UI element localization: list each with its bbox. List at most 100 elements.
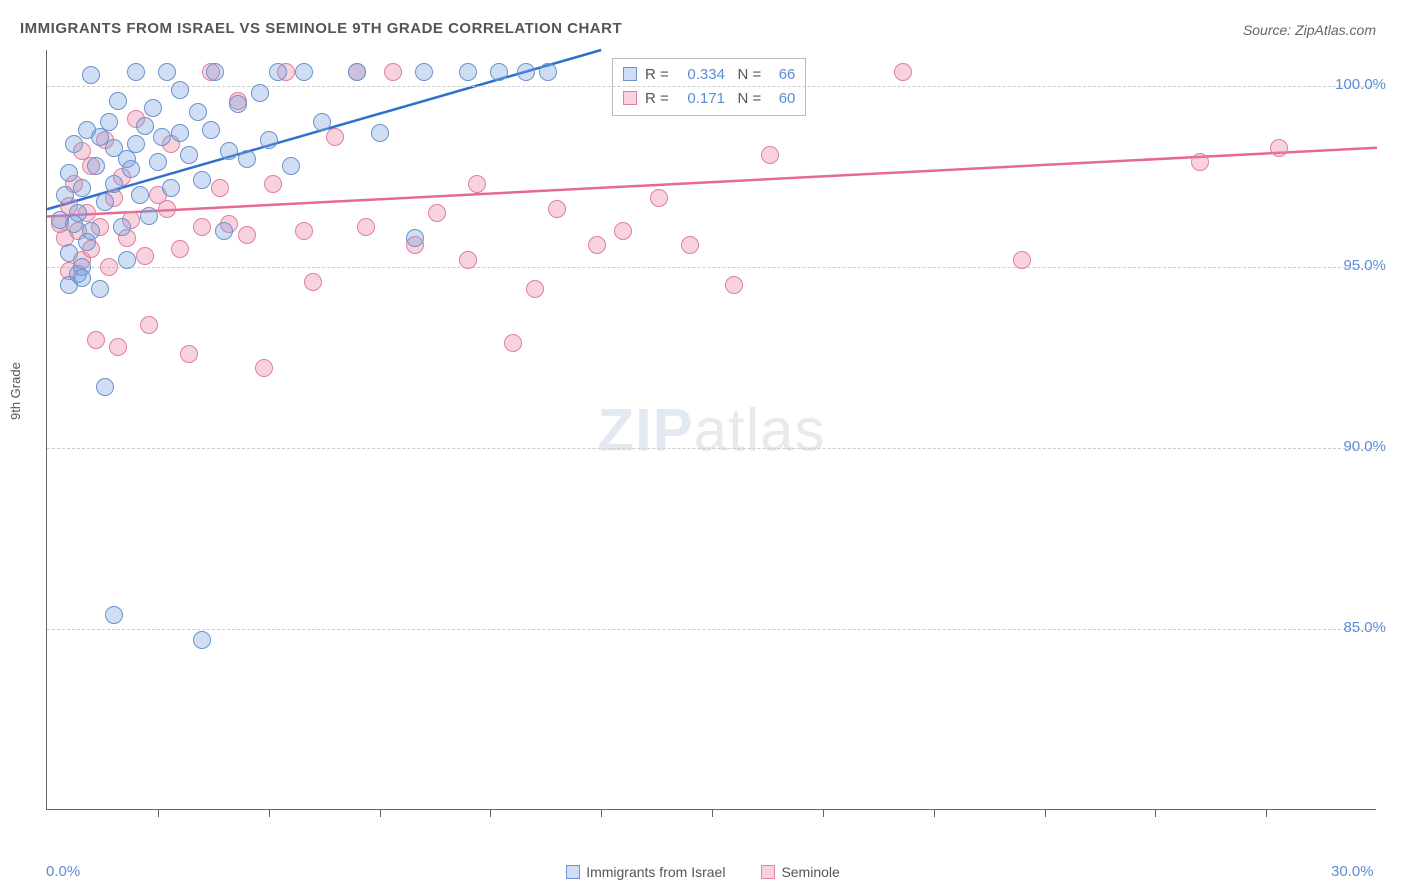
data-point-seminole bbox=[588, 236, 606, 254]
data-point-israel bbox=[189, 103, 207, 121]
data-point-seminole bbox=[504, 334, 522, 352]
data-point-israel bbox=[229, 95, 247, 113]
data-point-seminole bbox=[357, 218, 375, 236]
data-point-israel bbox=[459, 63, 477, 81]
data-point-israel bbox=[105, 175, 123, 193]
data-point-seminole bbox=[526, 280, 544, 298]
data-point-israel bbox=[193, 171, 211, 189]
data-point-israel bbox=[118, 251, 136, 269]
data-point-israel bbox=[91, 280, 109, 298]
data-point-israel bbox=[260, 131, 278, 149]
y-tick-label: 85.0% bbox=[1343, 619, 1386, 636]
data-point-seminole bbox=[100, 258, 118, 276]
chart-title: IMMIGRANTS FROM ISRAEL VS SEMINOLE 9TH G… bbox=[20, 20, 622, 37]
legend-bottom: Immigrants from Israel Seminole bbox=[0, 864, 1406, 880]
data-point-seminole bbox=[193, 218, 211, 236]
data-point-seminole bbox=[761, 146, 779, 164]
x-minor-tick bbox=[934, 809, 935, 817]
data-point-israel bbox=[131, 186, 149, 204]
gridline-h bbox=[47, 267, 1376, 268]
data-point-seminole bbox=[428, 204, 446, 222]
data-point-seminole bbox=[548, 200, 566, 218]
data-point-seminole bbox=[136, 247, 154, 265]
data-point-israel bbox=[539, 63, 557, 81]
data-point-seminole bbox=[255, 359, 273, 377]
data-point-israel bbox=[215, 222, 233, 240]
data-point-seminole bbox=[171, 240, 189, 258]
data-point-seminole bbox=[614, 222, 632, 240]
data-point-israel bbox=[105, 606, 123, 624]
stats-row-israel: R = 0.334 N = 66 bbox=[623, 63, 795, 87]
data-point-seminole bbox=[384, 63, 402, 81]
data-point-israel bbox=[348, 63, 366, 81]
data-point-seminole bbox=[1270, 139, 1288, 157]
data-point-seminole bbox=[894, 63, 912, 81]
y-axis-label: 9th Grade bbox=[8, 362, 23, 420]
data-point-israel bbox=[162, 179, 180, 197]
data-point-seminole bbox=[681, 236, 699, 254]
data-point-israel bbox=[109, 92, 127, 110]
data-point-seminole bbox=[295, 222, 313, 240]
data-point-israel bbox=[60, 244, 78, 262]
data-point-israel bbox=[60, 164, 78, 182]
legend-item-israel: Immigrants from Israel bbox=[566, 864, 725, 880]
x-minor-tick bbox=[1266, 809, 1267, 817]
plot-area: ZIPatlas R = 0.334 N = 66R = 0.171 N = 6… bbox=[46, 50, 1376, 810]
data-point-israel bbox=[82, 66, 100, 84]
x-minor-tick bbox=[1155, 809, 1156, 817]
data-point-seminole bbox=[326, 128, 344, 146]
source-label: Source: ZipAtlas.com bbox=[1243, 22, 1376, 38]
data-point-israel bbox=[100, 113, 118, 131]
legend-item-seminole: Seminole bbox=[761, 864, 839, 880]
data-point-seminole bbox=[140, 316, 158, 334]
data-point-israel bbox=[140, 207, 158, 225]
data-point-israel bbox=[313, 113, 331, 131]
gridline-h bbox=[47, 86, 1376, 87]
data-point-israel bbox=[69, 204, 87, 222]
data-point-israel bbox=[65, 135, 83, 153]
data-point-seminole bbox=[459, 251, 477, 269]
x-minor-tick bbox=[490, 809, 491, 817]
data-point-seminole bbox=[109, 338, 127, 356]
data-point-israel bbox=[180, 146, 198, 164]
data-point-israel bbox=[127, 135, 145, 153]
data-point-israel bbox=[193, 631, 211, 649]
data-point-israel bbox=[206, 63, 224, 81]
data-point-israel bbox=[251, 84, 269, 102]
data-point-seminole bbox=[238, 226, 256, 244]
data-point-seminole bbox=[650, 189, 668, 207]
data-point-seminole bbox=[725, 276, 743, 294]
data-point-israel bbox=[202, 121, 220, 139]
data-point-seminole bbox=[1013, 251, 1031, 269]
data-point-seminole bbox=[211, 179, 229, 197]
data-point-israel bbox=[406, 229, 424, 247]
x-minor-tick bbox=[1045, 809, 1046, 817]
data-point-seminole bbox=[468, 175, 486, 193]
data-point-israel bbox=[153, 128, 171, 146]
x-minor-tick bbox=[269, 809, 270, 817]
data-point-israel bbox=[517, 63, 535, 81]
data-point-seminole bbox=[264, 175, 282, 193]
data-point-israel bbox=[122, 160, 140, 178]
x-minor-tick bbox=[712, 809, 713, 817]
data-point-israel bbox=[96, 193, 114, 211]
data-point-israel bbox=[171, 81, 189, 99]
x-minor-tick bbox=[823, 809, 824, 817]
x-tick-label: 0.0% bbox=[46, 863, 80, 880]
data-point-israel bbox=[87, 157, 105, 175]
y-tick-label: 90.0% bbox=[1343, 438, 1386, 455]
data-point-israel bbox=[238, 150, 256, 168]
y-tick-label: 95.0% bbox=[1343, 257, 1386, 274]
data-point-seminole bbox=[304, 273, 322, 291]
data-point-israel bbox=[113, 218, 131, 236]
data-point-israel bbox=[144, 99, 162, 117]
data-point-israel bbox=[490, 63, 508, 81]
data-point-israel bbox=[269, 63, 287, 81]
data-point-israel bbox=[56, 186, 74, 204]
gridline-h bbox=[47, 629, 1376, 630]
data-point-israel bbox=[282, 157, 300, 175]
x-minor-tick bbox=[380, 809, 381, 817]
y-tick-label: 100.0% bbox=[1335, 76, 1386, 93]
data-point-israel bbox=[82, 222, 100, 240]
x-minor-tick bbox=[601, 809, 602, 817]
